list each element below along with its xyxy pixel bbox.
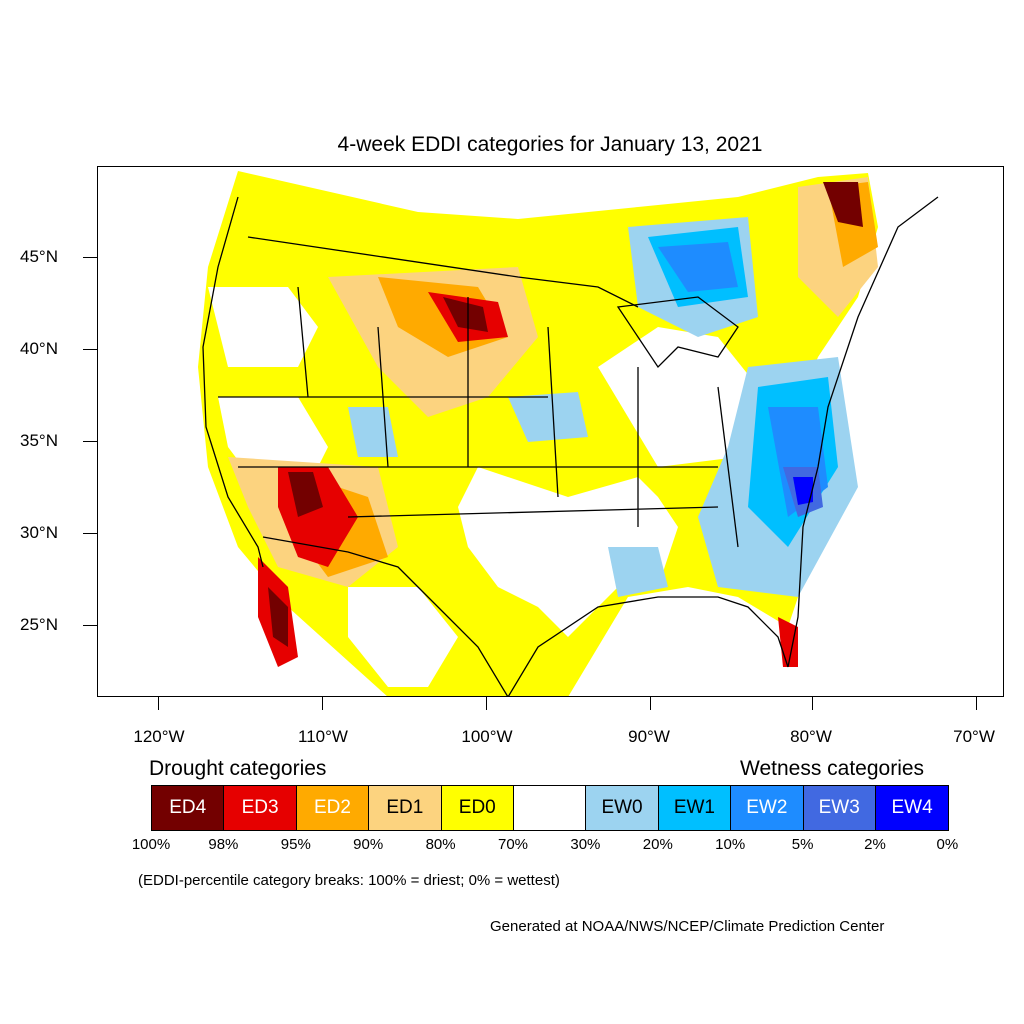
legend-swatch-ew2: EW2	[731, 786, 804, 830]
lat-label-35: 35°N	[20, 431, 58, 450]
state-borders	[218, 286, 739, 548]
legend-swatch-normal	[513, 786, 587, 830]
percentile-label: 98%	[208, 836, 239, 853]
lat-tick-25	[83, 625, 97, 626]
percentile-label: 100%	[131, 836, 171, 853]
normal-area-southwest	[348, 587, 458, 687]
percentile-label: 10%	[715, 836, 746, 853]
drought-categories-heading: Drought categories	[149, 757, 327, 780]
boundary-lines	[202, 196, 939, 696]
lon-tick-100	[486, 697, 487, 710]
ew0-midwest	[508, 392, 588, 442]
pacific-coastline	[202, 196, 264, 568]
category-note: (EDDI-percentile category breaks: 100% =…	[138, 872, 560, 889]
lat-label-45: 45°N	[20, 247, 58, 266]
lon-tick-70	[976, 697, 977, 710]
lon-label-70: 70°W	[953, 727, 995, 746]
lon-label-100: 100°W	[461, 727, 513, 746]
ew4-carolinas	[793, 477, 813, 505]
ed3-florida	[778, 617, 798, 667]
atlantic-coastline	[787, 196, 939, 668]
ed4-arizona	[288, 472, 323, 517]
percentile-label: 80%	[425, 836, 456, 853]
lat-label-25: 25°N	[20, 615, 58, 634]
percentile-label: 95%	[280, 836, 311, 853]
lat-tick-30	[83, 533, 97, 534]
legend-swatch-ew1: EW1	[658, 786, 732, 830]
lat-tick-45	[83, 257, 97, 258]
lon-tick-90	[650, 697, 651, 710]
category-fields	[198, 171, 878, 696]
normal-area-nw	[208, 287, 318, 367]
ew2-greatlakes	[658, 242, 738, 292]
legend-swatch-ed0: ED0	[441, 786, 514, 830]
percentile-label: 2%	[864, 836, 886, 853]
map-title: 4-week EDDI categories for January 13, 2…	[337, 133, 763, 156]
percentile-label: 90%	[353, 836, 384, 853]
lon-label-120: 120°W	[133, 727, 185, 746]
lon-label-80: 80°W	[790, 727, 832, 746]
lon-tick-120	[158, 697, 159, 710]
legend-swatch-ed1: ED1	[369, 786, 442, 830]
map-canvas	[198, 171, 939, 696]
lat-label-30: 30°N	[20, 523, 58, 542]
legend-swatch-ew4: EW4	[875, 786, 949, 830]
legend-color-bar: ED4 ED3 ED2 ED1 ED0 EW0 EW1 EW2 EW3 EW4	[151, 785, 950, 831]
lon-label-110: 110°W	[298, 727, 348, 746]
legend-swatch-ed4: ED4	[152, 786, 225, 830]
ed4-baja	[268, 587, 288, 647]
ed4-sodak	[443, 297, 488, 332]
eddi-map	[97, 166, 1004, 697]
lat-label-40: 40°N	[20, 339, 58, 358]
legend-swatch-ew3: EW3	[803, 786, 876, 830]
legend-swatch-ew0: EW0	[586, 786, 659, 830]
lat-tick-40	[83, 349, 97, 350]
percentile-label: 5%	[791, 836, 814, 853]
great-lakes	[616, 296, 739, 369]
wetness-categories-heading: Wetness categories	[740, 757, 925, 780]
ed4-quebec	[823, 182, 863, 227]
us-canada-border	[247, 236, 639, 308]
legend-swatch-ed2: ED2	[296, 786, 370, 830]
credit-line: Generated at NOAA/NWS/NCEP/Climate Predi…	[490, 918, 885, 935]
lat-tick-35	[83, 441, 97, 442]
ew0-gulf	[608, 547, 668, 597]
us-mexico-border	[262, 536, 509, 696]
lon-label-90: 90°W	[628, 727, 670, 746]
ew0-nevada	[348, 407, 398, 457]
lon-tick-80	[812, 697, 813, 710]
percentile-label: 20%	[642, 836, 673, 853]
gulf-coastline	[507, 596, 789, 696]
legend-swatch-ed3: ED3	[224, 786, 297, 830]
lon-tick-110	[322, 697, 323, 710]
percentile-label: 70%	[497, 836, 529, 853]
percentile-label: 30%	[570, 836, 601, 853]
percentile-label: 0%	[936, 836, 959, 853]
